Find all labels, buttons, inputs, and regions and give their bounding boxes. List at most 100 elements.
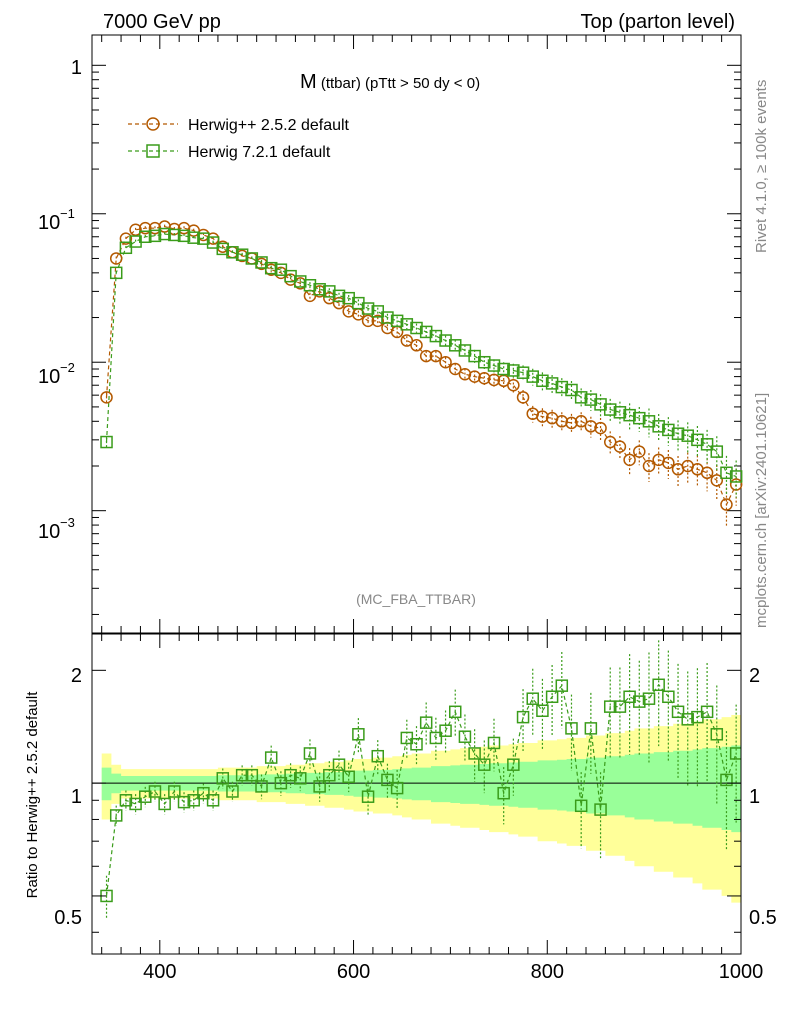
ratio-herwig7-point <box>487 736 501 750</box>
legend: Herwig++ 2.5.2 default Herwig 7.2.1 defa… <box>128 117 350 161</box>
ratio-ylabel: Ratio to Herwig++ 2.5.2 default <box>24 691 41 899</box>
ratio-plot-frame <box>91 633 742 955</box>
herwig-pp-point <box>662 456 675 470</box>
ytick-label-10m2: 10 −2 <box>38 360 75 388</box>
herwig7-point <box>507 364 520 377</box>
ytick-10m3-exp: −3 <box>60 515 75 530</box>
herwig7-point <box>197 232 210 245</box>
herwig7-point <box>419 325 433 339</box>
ratio-herwig7-point <box>148 785 162 798</box>
ratio-herwig7-point <box>109 809 123 822</box>
ratio-herwig7-point <box>720 773 733 787</box>
ytick-10m1-base: 10 <box>38 212 60 234</box>
main-plot-frame <box>91 34 742 634</box>
ratio-herwig7-point <box>371 749 385 763</box>
ytick-10m3-base: 10 <box>38 521 60 543</box>
ratio-herwig7-point <box>574 799 588 813</box>
ratio-herwig7-point <box>681 713 694 726</box>
herwig7-line <box>105 233 737 478</box>
main-axis-ticks <box>92 35 742 633</box>
ratio-herwig7-point <box>555 679 569 692</box>
herwig7-point <box>487 359 501 372</box>
ratio-herwig7-point <box>603 700 617 713</box>
herwig7-point <box>158 227 171 241</box>
ratio-band-inner <box>101 745 741 833</box>
ratio-herwig7-point <box>158 797 171 811</box>
ratio-herwig7-point <box>255 780 268 793</box>
legend-entry-herwig7: Herwig 7.2.1 default <box>128 144 331 161</box>
herwig-pp-point <box>100 391 113 404</box>
ratio-herwig7-point <box>410 737 423 751</box>
herwig7-point <box>216 242 230 256</box>
herwig7-point <box>623 408 636 422</box>
herwig7-point <box>139 230 152 244</box>
herwig7-point <box>206 236 220 249</box>
ratio-herwig7-point <box>565 722 578 735</box>
ratio-herwig7-point <box>662 690 675 704</box>
herwig-pp-line <box>105 225 737 506</box>
ratio-herwig7-point <box>206 794 220 807</box>
rivet-version-label: Rivet 4.1.0, ≥ 100k events <box>753 80 770 253</box>
ratio-herwig7-point <box>419 716 433 729</box>
ratio-data-series <box>100 640 741 919</box>
herwig-pp-point <box>487 373 501 387</box>
ratio-herwig7-point <box>381 773 394 787</box>
herwig7-point <box>100 435 113 449</box>
herwig-pp-point <box>507 378 520 392</box>
ratio-herwig7-point <box>352 728 365 741</box>
herwig7-point <box>574 391 588 404</box>
herwig-pp-point <box>419 349 433 363</box>
herwig7-point <box>381 311 394 324</box>
ratio-ytick-right-2: 2 <box>749 665 760 687</box>
ratio-herwig7-point <box>507 758 520 771</box>
herwig7-point <box>187 231 200 244</box>
ratio-herwig7-point <box>700 705 714 719</box>
mcplots-reference-label: mcplots.cern.ch [arXiv:2401.10621] <box>753 393 770 628</box>
ratio-herwig7-point <box>429 731 443 745</box>
ratio-herwig7-point <box>119 794 133 807</box>
herwig-pp-point <box>536 410 549 423</box>
herwig7-point <box>177 229 191 243</box>
herwig-pp-point <box>700 466 714 480</box>
ratio-herwig7-point <box>710 728 724 741</box>
ratio-plot-panel: 2 1 0.5 2 1 0.5 Ratio to Herwig++ 2.5.2 … <box>24 633 777 955</box>
ytick-label-1: 1 <box>71 57 82 79</box>
herwig-pp-point <box>565 416 578 430</box>
ratio-herwig7-line <box>105 683 737 896</box>
ratio-herwig7-point <box>284 768 297 782</box>
legend-entry-herwig-pp: Herwig++ 2.5.2 default <box>128 117 350 134</box>
ratio-herwig7-point <box>526 692 539 705</box>
ratio-herwig7-point <box>342 770 355 783</box>
legend-marker-herwig7 <box>146 144 160 158</box>
herwig7-point <box>274 263 288 276</box>
herwig7-point <box>168 228 181 242</box>
herwig7-point <box>613 406 627 419</box>
herwig7-point <box>429 329 443 343</box>
herwig-pp-point <box>478 371 491 385</box>
herwig-pp-point <box>119 232 133 245</box>
herwig7-point <box>662 423 675 437</box>
herwig-pp-point <box>429 349 443 363</box>
legend-label-herwig7: Herwig 7.2.1 default <box>188 144 331 161</box>
herwig7-point <box>565 383 578 397</box>
ratio-herwig7-point <box>323 768 336 782</box>
ratio-herwig7-point <box>439 724 452 737</box>
ratio-herwig7-point <box>584 722 598 735</box>
ratio-herwig7-point <box>332 758 346 771</box>
herwig7-point <box>652 420 665 433</box>
herwig7-point <box>303 278 317 292</box>
herwig-pp-point <box>139 221 152 235</box>
herwig7-point <box>226 246 239 259</box>
ratio-herwig7-point <box>594 803 607 816</box>
ratio-herwig7-point <box>613 700 627 713</box>
ratio-herwig7-point <box>168 785 181 798</box>
ratio-herwig7-point <box>264 751 278 764</box>
herwig7-point <box>633 411 646 425</box>
ratio-ytick-right-1: 1 <box>749 786 760 808</box>
herwig-pp-point <box>584 420 598 433</box>
ratio-herwig7-point <box>516 710 530 724</box>
herwig7-point <box>410 321 423 335</box>
herwig-pp-point <box>594 421 607 435</box>
ratio-herwig7-point <box>216 772 230 785</box>
ratio-uncertainty-bands <box>92 715 741 903</box>
